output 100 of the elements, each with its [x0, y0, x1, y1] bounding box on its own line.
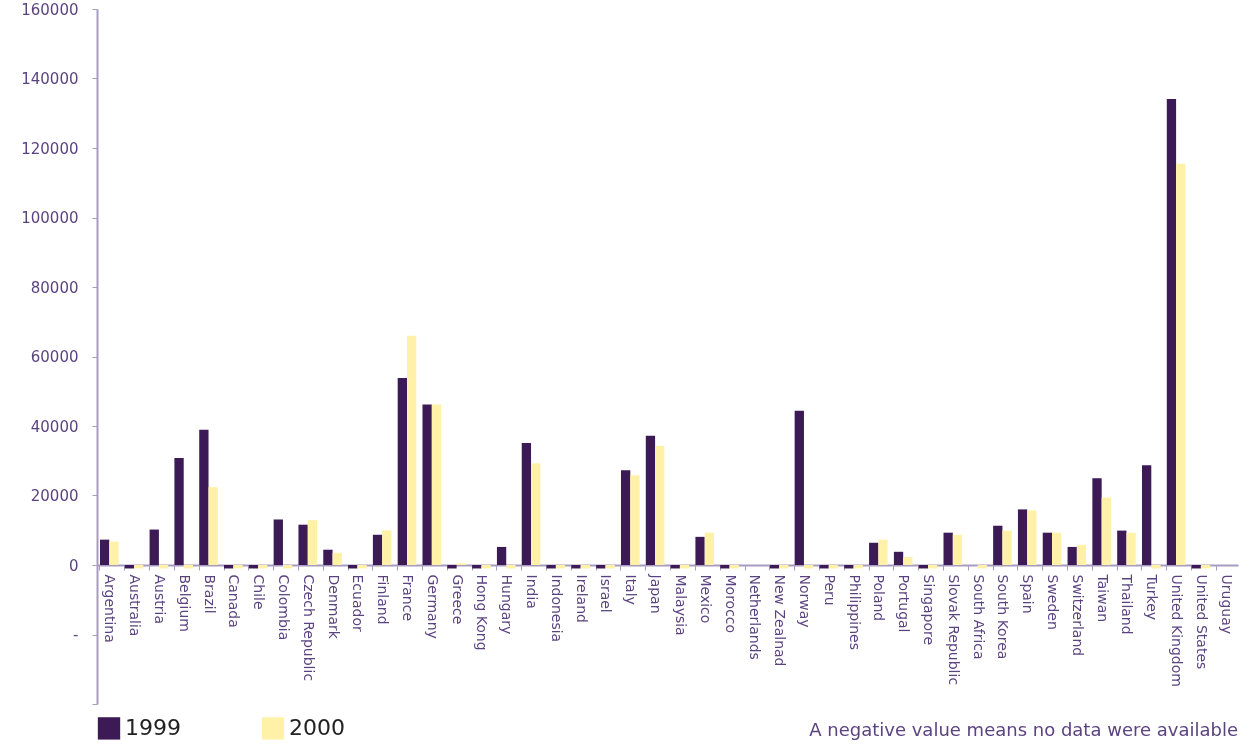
- x-tick-label: Brazil: [201, 574, 218, 614]
- bar: [521, 443, 532, 565]
- bar: [397, 378, 407, 565]
- x-tick-label: Peru: [821, 574, 838, 606]
- bar: [233, 565, 243, 569]
- bar: [1101, 497, 1111, 565]
- x-tick-label: France: [400, 574, 416, 622]
- bar: [323, 549, 333, 565]
- y-tick-label: 60000: [30, 348, 79, 366]
- y-tick-label: 160000: [21, 0, 79, 19]
- x-tick-label: Italy: [623, 574, 640, 605]
- x-tick-label: Poland: [871, 574, 888, 622]
- x-tick-label: Uruguay: [1218, 574, 1235, 634]
- x-tick-label: Colombia: [275, 574, 292, 641]
- bar: [357, 565, 367, 569]
- bar: [273, 519, 283, 565]
- x-tick-label: Ireland: [573, 574, 590, 623]
- x-tick-label: Portugal: [896, 574, 913, 633]
- bar: [869, 542, 879, 565]
- bar: [298, 524, 308, 565]
- bar: [720, 565, 730, 569]
- bar: [655, 445, 665, 565]
- bar: [630, 475, 640, 565]
- bar: [1176, 163, 1186, 565]
- x-tick-label: Greece: [449, 574, 466, 625]
- legend-label: 1999: [125, 715, 181, 741]
- x-tick-label: Morocco: [722, 574, 739, 634]
- x-tick-label: Philippines: [846, 574, 863, 650]
- x-tick-label: Malaysia: [672, 574, 689, 636]
- y-tick-label: 20000: [30, 487, 79, 505]
- bar: [943, 532, 953, 565]
- bar: [1076, 544, 1087, 565]
- bar: [893, 551, 904, 565]
- x-tick-label: Chile: [251, 574, 268, 610]
- bar: [109, 541, 119, 565]
- bar: [149, 529, 159, 565]
- x-tick-label: Turkey: [1144, 573, 1161, 621]
- x-tick-label: Japan: [648, 573, 665, 614]
- x-tick-label: Australia: [127, 574, 144, 637]
- bar: [422, 404, 432, 565]
- bar: [1166, 99, 1177, 565]
- bar: [704, 532, 715, 565]
- x-tick-label: Czech Republic: [300, 574, 317, 682]
- x-tick-label: Norway: [796, 574, 813, 628]
- bar: [447, 565, 457, 569]
- bar: [1067, 546, 1077, 565]
- x-tick-label: Argentina: [102, 574, 119, 643]
- bar: [1117, 530, 1127, 565]
- x-tick-label: United States: [1193, 574, 1210, 670]
- x-tick-label: Spain: [1020, 574, 1037, 614]
- bar: [332, 552, 342, 565]
- bar: [506, 565, 516, 569]
- bar: [481, 565, 491, 569]
- bar: [174, 457, 184, 565]
- y-tick-label: 140000: [21, 70, 79, 88]
- text: A negative value means no data were available: [809, 719, 1238, 740]
- y-tick-label: 40000: [30, 417, 79, 436]
- x-tick-label: Ecuador: [350, 574, 367, 632]
- bar: [208, 487, 218, 565]
- x-tick-label: Canada: [226, 574, 243, 628]
- x-tick-label: Finland: [375, 574, 392, 625]
- x-tick-label: South Africa: [970, 574, 987, 660]
- bar: [1092, 478, 1102, 565]
- bar: [431, 404, 442, 565]
- bar: [1042, 532, 1053, 565]
- y-tick-label: -: [73, 626, 79, 644]
- bar: [695, 536, 705, 565]
- y-tick-label: 80000: [30, 278, 79, 297]
- bar: [1126, 532, 1136, 565]
- bar: [844, 565, 854, 569]
- bar: [645, 435, 656, 565]
- bar: [878, 539, 888, 565]
- bar: [819, 565, 829, 569]
- bar: [307, 520, 318, 565]
- bar: [407, 335, 417, 565]
- x-tick-label: Germany: [424, 574, 441, 639]
- bar: [531, 463, 541, 565]
- bar: [571, 565, 581, 569]
- x-tick-label: Indonesia: [548, 574, 565, 643]
- bar: [496, 546, 507, 565]
- x-tick-label: Belgium: [176, 574, 193, 632]
- y-tick-label: 120000: [21, 139, 79, 158]
- x-tick-label: Hungary: [499, 574, 516, 635]
- x-tick-label: Denmark: [325, 574, 342, 640]
- bar: [1141, 465, 1152, 565]
- x-tick-label: Taiwan: [1094, 573, 1111, 623]
- legend-label: 2000: [289, 715, 345, 741]
- x-tick-label: Slovak Republic: [945, 574, 962, 686]
- bar: [1017, 509, 1028, 565]
- x-tick-label: India: [524, 574, 541, 609]
- x-tick-label: Hong Kong: [474, 574, 491, 651]
- bar: [903, 557, 913, 565]
- y-tick-label: 0: [68, 556, 79, 575]
- bar: [99, 539, 110, 565]
- bar: [1151, 565, 1161, 569]
- x-tick-label: United Kingdom: [1169, 574, 1186, 687]
- x-tick-label: Netherlands: [747, 574, 764, 660]
- bar: [372, 534, 383, 565]
- bar: [382, 530, 392, 565]
- x-tick-label: New Zealnad: [772, 574, 789, 667]
